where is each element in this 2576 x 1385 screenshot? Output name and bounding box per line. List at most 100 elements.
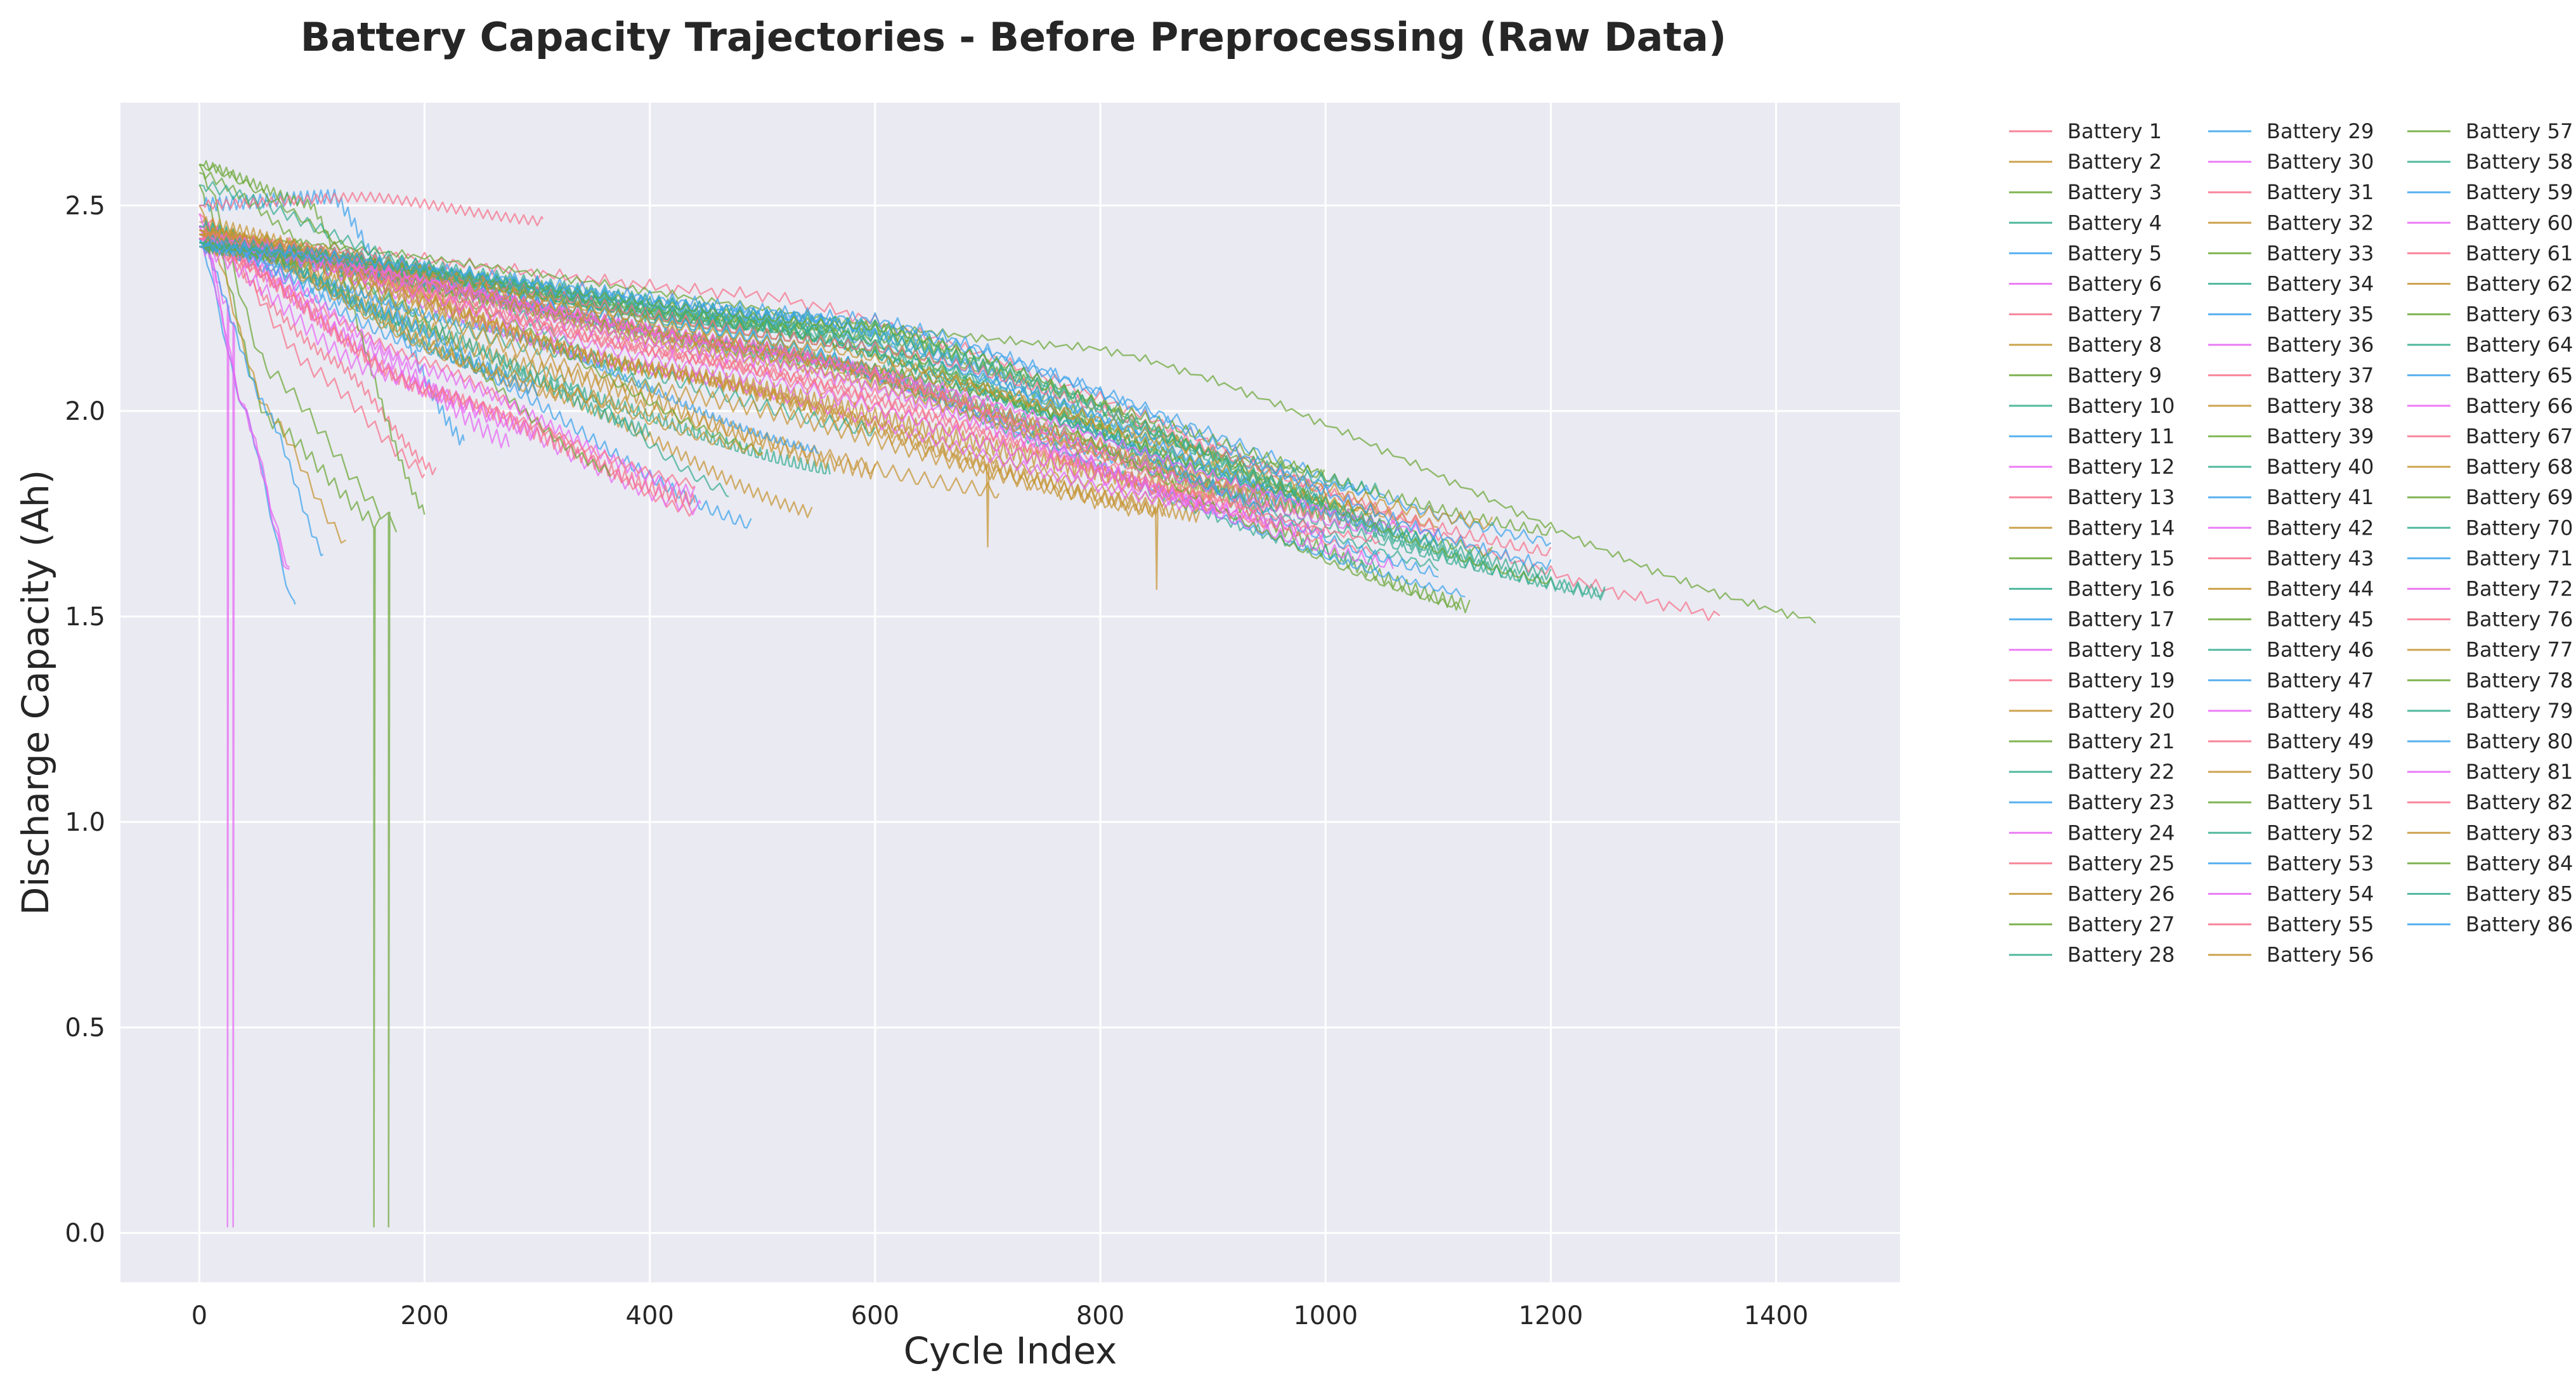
x-tick-label: 600 bbox=[851, 1301, 899, 1330]
legend-label: Battery 60 bbox=[2466, 211, 2573, 235]
series-line-battery-86 bbox=[199, 239, 1552, 571]
legend-label: Battery 11 bbox=[2067, 424, 2175, 448]
legend-label: Battery 19 bbox=[2067, 668, 2175, 692]
legend-label: Battery 35 bbox=[2267, 302, 2374, 327]
series-line-battery-47 bbox=[199, 232, 538, 397]
legend-label: Battery 17 bbox=[2067, 608, 2175, 632]
legend-label: Battery 40 bbox=[2267, 455, 2374, 479]
series-line-battery-30 bbox=[198, 213, 290, 568]
legend-label: Battery 56 bbox=[2267, 943, 2374, 967]
legend-label: Battery 6 bbox=[2067, 272, 2162, 296]
legend-label: Battery 38 bbox=[2267, 394, 2374, 418]
series-line-battery-59 bbox=[199, 239, 1282, 507]
series-layer bbox=[198, 160, 1816, 1228]
legend-label: Battery 55 bbox=[2267, 913, 2374, 937]
legend-label: Battery 66 bbox=[2466, 394, 2573, 418]
legend-label: Battery 68 bbox=[2466, 455, 2573, 479]
legend-label: Battery 7 bbox=[2067, 302, 2162, 327]
legend-label: Battery 54 bbox=[2267, 882, 2374, 906]
legend-label: Battery 52 bbox=[2267, 821, 2374, 845]
y-tick-label: 2.5 bbox=[65, 192, 105, 221]
series-line-battery-50 bbox=[198, 228, 764, 456]
legend-label: Battery 34 bbox=[2267, 272, 2374, 296]
y-tick-label: 2.0 bbox=[65, 397, 105, 426]
legend-label: Battery 43 bbox=[2267, 546, 2374, 570]
series-line-battery-54 bbox=[199, 233, 1214, 515]
legend-label: Battery 8 bbox=[2067, 333, 2162, 357]
x-tick-label: 400 bbox=[626, 1301, 674, 1330]
legend-label: Battery 80 bbox=[2466, 729, 2573, 753]
legend-label: Battery 12 bbox=[2067, 455, 2175, 479]
legend-label: Battery 47 bbox=[2267, 668, 2374, 692]
y-tick-label: 0.0 bbox=[65, 1219, 105, 1248]
series-line-battery-79 bbox=[199, 233, 1493, 569]
series-line-battery-49 bbox=[198, 237, 696, 490]
legend-label: Battery 65 bbox=[2466, 363, 2573, 387]
legend-label: Battery 46 bbox=[2267, 638, 2374, 662]
legend-label: Battery 18 bbox=[2067, 638, 2175, 662]
series-line-battery-1 bbox=[198, 236, 437, 476]
legend-label: Battery 9 bbox=[2067, 363, 2162, 387]
legend-label: Battery 84 bbox=[2466, 851, 2573, 875]
legend-label: Battery 62 bbox=[2466, 272, 2573, 296]
legend-label: Battery 67 bbox=[2466, 424, 2573, 448]
legend-label: Battery 41 bbox=[2267, 485, 2374, 509]
legend-label: Battery 51 bbox=[2267, 790, 2374, 814]
legend-label: Battery 69 bbox=[2466, 485, 2573, 509]
legend-label: Battery 24 bbox=[2067, 821, 2175, 845]
x-tick-label: 0 bbox=[192, 1301, 207, 1330]
legend-label: Battery 22 bbox=[2067, 760, 2175, 784]
legend-label: Battery 53 bbox=[2267, 851, 2374, 875]
series-line-battery-18 bbox=[198, 225, 290, 570]
series-line-battery-61 bbox=[199, 233, 1268, 514]
legend: Battery 1 Battery 2 Battery 3 Battery 4 Batt… bbox=[2009, 119, 2573, 967]
series-line-battery-21 bbox=[199, 160, 426, 515]
legend-label: Battery 82 bbox=[2466, 790, 2573, 814]
series-line-battery-17 bbox=[198, 238, 324, 557]
series-line-battery-83 bbox=[199, 228, 1493, 530]
legend-label: Battery 57 bbox=[2466, 119, 2573, 143]
legend-label: Battery 50 bbox=[2267, 760, 2374, 784]
legend-label: Battery 27 bbox=[2067, 913, 2175, 937]
x-axis-ticks: 0 200 400 600 800 1000 1200 1400 bbox=[192, 1301, 1809, 1330]
legend-label: Battery 2 bbox=[2067, 150, 2162, 174]
legend-label: Battery 83 bbox=[2466, 821, 2573, 845]
legend-label: Battery 76 bbox=[2466, 608, 2573, 632]
series-line-battery-12 bbox=[198, 224, 510, 449]
legend-label: Battery 4 bbox=[2067, 211, 2162, 235]
y-tick-label: 1.5 bbox=[65, 602, 105, 632]
series-line-battery-9 bbox=[198, 231, 1816, 624]
y-axis-label: Discharge Capacity (Ah) bbox=[14, 470, 57, 916]
legend-label: Battery 63 bbox=[2466, 302, 2573, 327]
legend-label: Battery 5 bbox=[2067, 241, 2162, 265]
legend-label: Battery 77 bbox=[2466, 638, 2573, 662]
legend-label: Battery 59 bbox=[2466, 180, 2573, 204]
legend-label: Battery 13 bbox=[2067, 485, 2175, 509]
series-line-battery-81 bbox=[199, 233, 1439, 537]
legend-label: Battery 58 bbox=[2466, 150, 2573, 174]
legend-label: Battery 15 bbox=[2067, 546, 2175, 570]
legend-label: Battery 85 bbox=[2466, 882, 2573, 906]
legend-label: Battery 32 bbox=[2267, 211, 2374, 235]
chart-title: Battery Capacity Trajectories - Before P… bbox=[301, 14, 1727, 60]
legend-label: Battery 48 bbox=[2267, 699, 2374, 723]
x-axis-label: Cycle Index bbox=[904, 1329, 1117, 1372]
x-tick-label: 800 bbox=[1076, 1301, 1124, 1330]
legend-label: Battery 72 bbox=[2466, 577, 2573, 601]
legend-label: Battery 78 bbox=[2466, 668, 2573, 692]
series-line-battery-11 bbox=[199, 188, 465, 446]
legend-label: Battery 23 bbox=[2067, 790, 2175, 814]
legend-label: Battery 44 bbox=[2267, 577, 2374, 601]
legend-label: Battery 61 bbox=[2466, 241, 2573, 265]
x-tick-label: 1400 bbox=[1744, 1301, 1809, 1330]
series-line-battery-84 bbox=[199, 242, 1552, 585]
legend-label: Battery 42 bbox=[2267, 516, 2374, 540]
legend-label: Battery 3 bbox=[2067, 180, 2162, 204]
x-tick-label: 1200 bbox=[1519, 1301, 1584, 1330]
legend-label: Battery 25 bbox=[2067, 851, 2175, 875]
legend-label: Battery 49 bbox=[2267, 729, 2374, 753]
legend-label: Battery 20 bbox=[2067, 699, 2175, 723]
series-line-battery-3 bbox=[198, 185, 381, 1228]
